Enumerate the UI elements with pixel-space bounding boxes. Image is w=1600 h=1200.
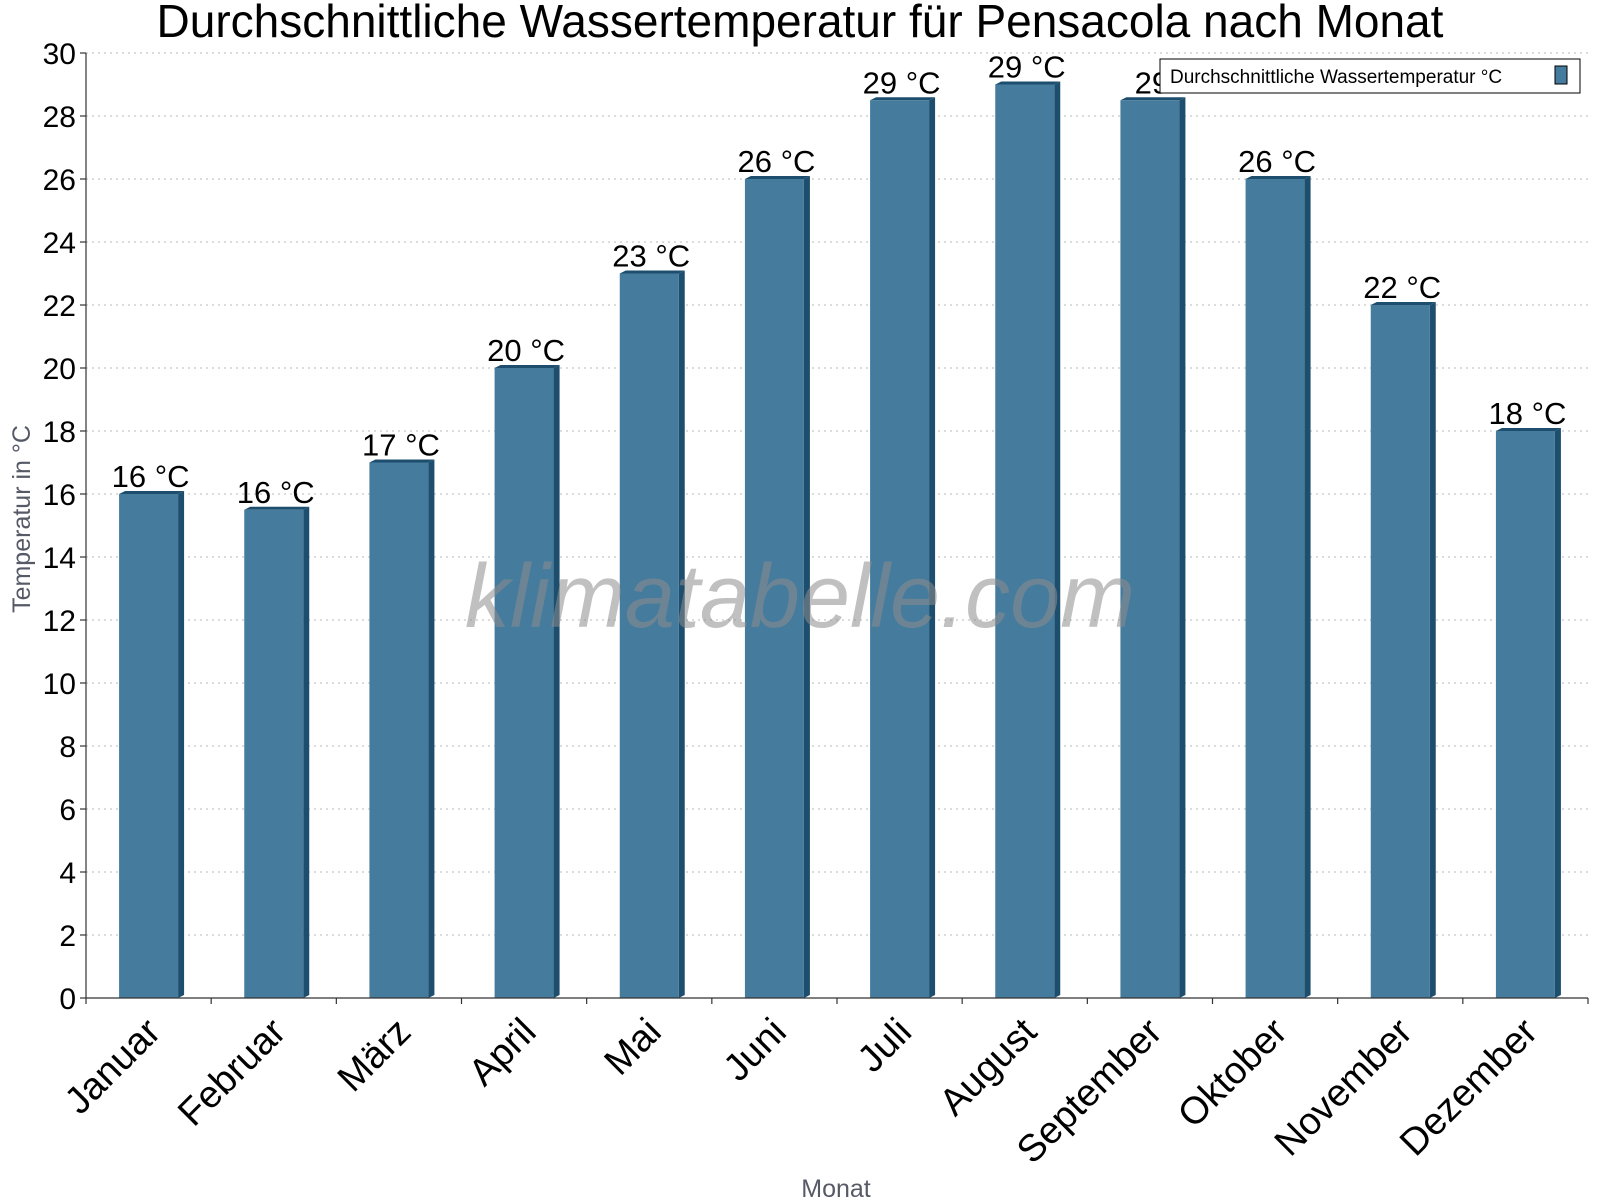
legend-swatch bbox=[1554, 65, 1568, 85]
bar-group: 26 °C bbox=[737, 144, 815, 998]
bar-side bbox=[1304, 176, 1311, 998]
x-tick-label: Juli bbox=[850, 1011, 920, 1081]
x-axis-title: Monat bbox=[801, 1175, 871, 1200]
bar bbox=[1120, 100, 1180, 998]
y-tick-label: 30 bbox=[43, 38, 76, 71]
y-axis-title: Temperatur in °C bbox=[8, 425, 36, 613]
watermark: klimatabelle.com bbox=[465, 547, 1135, 647]
bar-side bbox=[1179, 97, 1186, 998]
bar bbox=[1245, 179, 1305, 998]
bar-side bbox=[1554, 428, 1561, 998]
bar-group: 29 °C bbox=[863, 65, 941, 998]
data-label: 22 °C bbox=[1363, 270, 1441, 305]
bar-top bbox=[1495, 428, 1561, 431]
y-tick-label: 24 bbox=[43, 227, 76, 260]
y-tick-label: 26 bbox=[43, 164, 76, 197]
data-label: 18 °C bbox=[1488, 396, 1566, 431]
bar-side bbox=[553, 365, 560, 998]
bar bbox=[369, 462, 429, 998]
data-label: 26 °C bbox=[737, 144, 815, 179]
bar bbox=[1495, 431, 1555, 998]
bar-group: 29 bbox=[1120, 65, 1186, 998]
bar-group: 16 °C bbox=[112, 459, 190, 998]
x-tick-label: Oktober bbox=[1170, 1010, 1296, 1136]
bar bbox=[744, 179, 804, 998]
y-tick-label: 16 bbox=[43, 479, 76, 512]
bar-group: 23 °C bbox=[612, 239, 690, 998]
chart-title: Durchschnittliche Wassertemperatur für P… bbox=[157, 0, 1444, 47]
data-label: 17 °C bbox=[362, 428, 440, 463]
bar-top bbox=[619, 270, 685, 274]
y-tick-label: 2 bbox=[59, 920, 76, 953]
bar bbox=[995, 84, 1055, 998]
x-tick-label: Juni bbox=[716, 1011, 795, 1090]
bar-side bbox=[803, 176, 810, 998]
bar-side bbox=[1054, 81, 1061, 998]
y-tick-label: 20 bbox=[43, 353, 76, 386]
legend-label: Durchschnittliche Wassertemperatur °C bbox=[1170, 67, 1502, 88]
bar-top bbox=[744, 176, 810, 179]
bar-top bbox=[119, 491, 185, 494]
bar-group: 20 °C bbox=[487, 333, 565, 998]
bar-top bbox=[369, 459, 435, 463]
bar bbox=[870, 100, 930, 998]
bar-top bbox=[494, 365, 560, 368]
data-label: 20 °C bbox=[487, 333, 565, 368]
bar-group: 26 °C bbox=[1238, 144, 1316, 998]
y-tick-label: 8 bbox=[59, 731, 76, 764]
bar-side bbox=[929, 97, 936, 998]
bar-side bbox=[303, 506, 310, 998]
bar-side bbox=[678, 270, 685, 998]
bar-side bbox=[178, 491, 185, 998]
x-tick-label: Februar bbox=[170, 1010, 294, 1134]
legend-box bbox=[1159, 58, 1581, 94]
bar bbox=[244, 509, 304, 998]
y-tick-label: 18 bbox=[43, 416, 76, 449]
y-tick-label: 10 bbox=[43, 668, 76, 701]
data-label: 29 °C bbox=[863, 65, 941, 100]
legend: Durchschnittliche Wassertemperatur °C bbox=[1159, 58, 1581, 94]
x-tick-label: Januar bbox=[57, 1010, 169, 1122]
data-label: 23 °C bbox=[612, 239, 690, 274]
bar bbox=[494, 368, 554, 998]
y-tick-label: 28 bbox=[43, 101, 76, 134]
y-tick-label: 4 bbox=[59, 857, 76, 890]
bar bbox=[119, 494, 179, 998]
data-label: 29 °C bbox=[988, 50, 1066, 85]
x-tick-label: März bbox=[330, 1011, 419, 1100]
bar-top bbox=[995, 81, 1061, 85]
x-tick-label: Mai bbox=[597, 1011, 670, 1084]
bar-side bbox=[1429, 302, 1436, 998]
bar bbox=[619, 273, 679, 998]
x-tick-label: August bbox=[932, 1010, 1046, 1124]
bar-group: 22 °C bbox=[1363, 270, 1441, 998]
bar-top bbox=[1245, 176, 1311, 179]
bar-group: 29 °C bbox=[988, 50, 1066, 998]
y-tick-label: 0 bbox=[59, 983, 76, 1016]
bar-group: 16 °C bbox=[237, 475, 315, 998]
y-tick-label: 12 bbox=[43, 605, 76, 638]
data-label: 16 °C bbox=[112, 459, 190, 494]
x-tick-label: Dezember bbox=[1392, 1010, 1546, 1164]
bar-top bbox=[244, 506, 310, 510]
x-tick-label: April bbox=[461, 1011, 544, 1094]
data-label: 16 °C bbox=[237, 475, 315, 510]
bar-group: 18 °C bbox=[1488, 396, 1566, 998]
y-tick-label: 14 bbox=[43, 542, 76, 575]
bar bbox=[1370, 305, 1430, 998]
bar-top bbox=[1370, 302, 1436, 305]
y-tick-label: 6 bbox=[59, 794, 76, 827]
bar-side bbox=[428, 459, 435, 998]
data-label: 26 °C bbox=[1238, 144, 1316, 179]
bar-group: 17 °C bbox=[362, 428, 440, 998]
bar-top bbox=[870, 97, 936, 101]
y-tick-label: 22 bbox=[43, 290, 76, 323]
bar-top bbox=[1120, 97, 1186, 101]
